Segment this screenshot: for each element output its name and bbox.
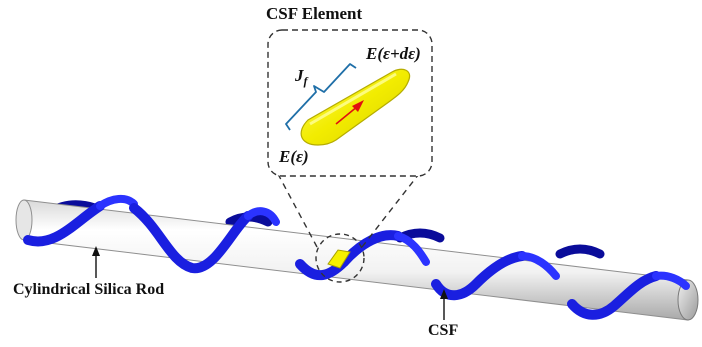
csf-element-on-rod (327, 249, 351, 269)
energy-start-label: E(ε) (279, 147, 309, 166)
zoom-connector-lines (277, 169, 423, 248)
csf-label: CSF (428, 322, 459, 339)
silica-rod (15, 199, 699, 321)
rod-label: Cylindrical Silica Rod (13, 281, 165, 298)
flux-symbol: J (295, 66, 304, 85)
zoom-circle (315, 233, 365, 283)
red-flow-arrow-icon (335, 100, 364, 125)
flux-subscript: f (303, 74, 308, 88)
curly-bracket-icon (285, 63, 357, 131)
energy-end-label: E(ε+dε) (366, 44, 421, 63)
up-arrow-icon (92, 246, 100, 278)
up-arrow-icon (440, 289, 448, 320)
callout-title: CSF Element (266, 4, 363, 23)
flux-label: Jf (295, 66, 308, 89)
rod-end-cap (677, 279, 699, 321)
